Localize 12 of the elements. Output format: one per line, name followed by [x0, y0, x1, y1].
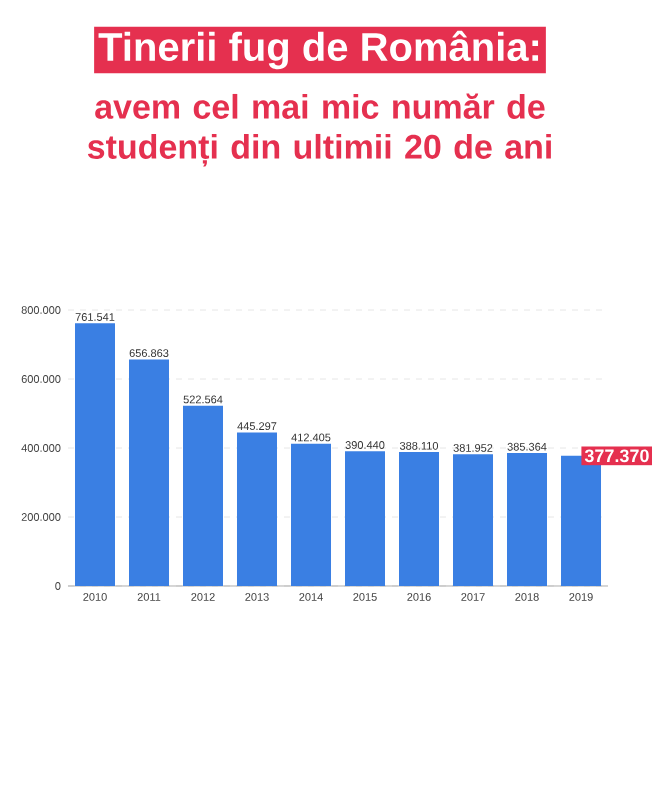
bar: [398, 452, 439, 586]
bar: [452, 454, 493, 586]
chart-subtitle: avem cel mai mic număr de studenți din ultimii 20 de ani: [87, 93, 551, 167]
bar: [74, 323, 115, 586]
bar: [236, 432, 277, 586]
bar: [182, 405, 223, 586]
data-label: 377.370: [584, 449, 649, 463]
bar: [344, 451, 385, 586]
chart-title: Tinerii fug de România:: [98, 30, 538, 70]
bar: [506, 453, 547, 586]
bar: [128, 359, 169, 586]
bar: [290, 443, 331, 586]
